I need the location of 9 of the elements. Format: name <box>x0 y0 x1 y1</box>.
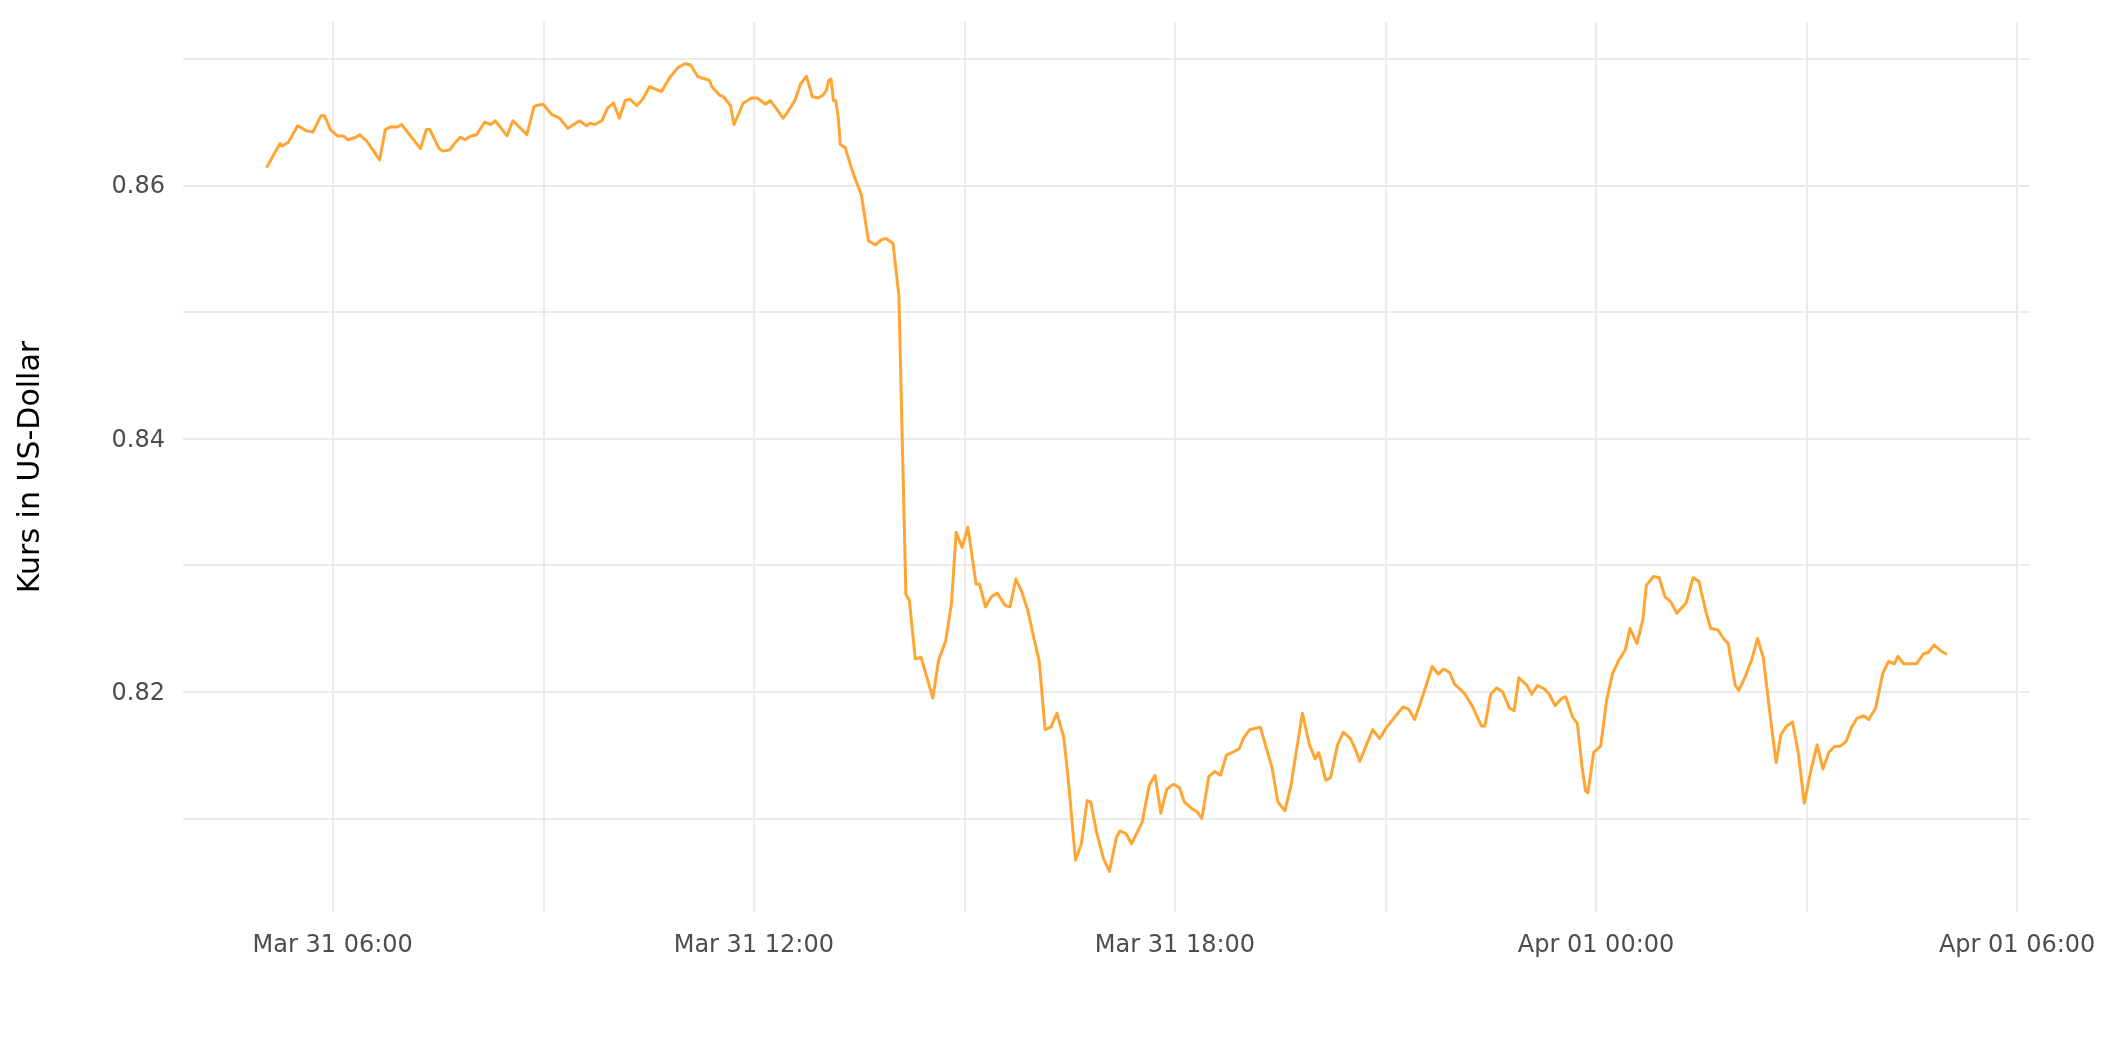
y-axis-title: Kurs in US-Dollar <box>10 340 46 594</box>
x-tick-label: Apr 01 06:00 <box>1938 930 2096 958</box>
x-tick-label: Mar 31 06:00 <box>252 930 413 958</box>
x-tick-label: Mar 31 18:00 <box>1094 930 1256 958</box>
x-tick-label: Mar 31 12:00 <box>673 930 834 958</box>
x-tick-label: Apr 01 00:00 <box>1517 930 1675 958</box>
y-tick-label: 0.86 <box>111 171 165 200</box>
y-tick-label: 0.84 <box>111 424 165 453</box>
y-tick-label: 0.82 <box>111 677 165 706</box>
